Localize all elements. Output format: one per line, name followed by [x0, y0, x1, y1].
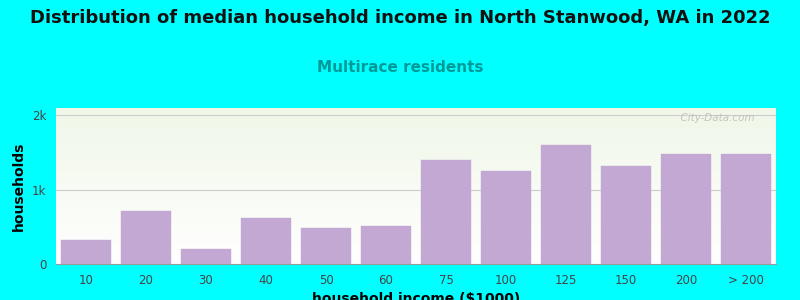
- Bar: [62, 240, 110, 264]
- Bar: [362, 226, 410, 264]
- Bar: [302, 228, 350, 264]
- Bar: [182, 249, 230, 264]
- Bar: [602, 166, 650, 264]
- Bar: [662, 154, 710, 264]
- Bar: [122, 211, 170, 264]
- Text: City-Data.com: City-Data.com: [674, 113, 754, 123]
- Text: Distribution of median household income in North Stanwood, WA in 2022: Distribution of median household income …: [30, 9, 770, 27]
- Text: Multirace residents: Multirace residents: [317, 60, 483, 75]
- Bar: [482, 171, 530, 264]
- Y-axis label: households: households: [12, 141, 26, 231]
- Bar: [542, 145, 590, 264]
- X-axis label: household income ($1000): household income ($1000): [312, 292, 520, 300]
- Bar: [242, 218, 290, 264]
- Bar: [422, 160, 470, 264]
- Bar: [722, 154, 770, 264]
